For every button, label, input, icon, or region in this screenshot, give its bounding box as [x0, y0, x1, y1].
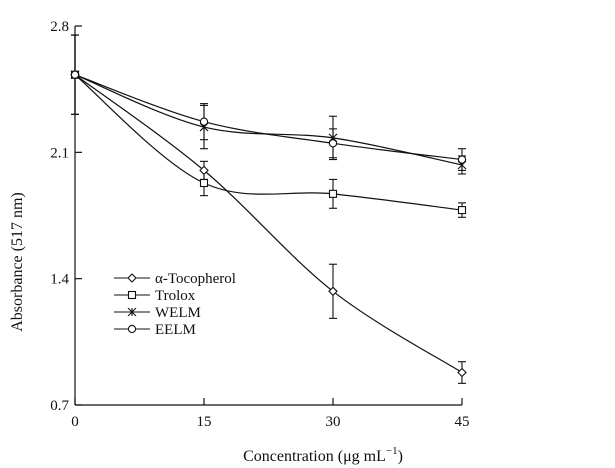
- x-axis-title-close: ): [398, 448, 403, 465]
- legend-label: EELM: [155, 322, 196, 338]
- x-tick-label: 15: [197, 414, 212, 430]
- ticks: 0.7 1.4 2.1 2.8 0 15 30 45: [50, 19, 469, 430]
- data-point-circle: [199, 117, 209, 126]
- series-line-circle: [74, 74, 463, 161]
- data-point-circle: [70, 70, 80, 79]
- data-point-diamond: [457, 367, 467, 378]
- y-tick-label: 1.4: [50, 272, 69, 288]
- data-point-circle: [457, 155, 467, 164]
- legend-label: WELM: [155, 305, 201, 321]
- legend-marker-square: [127, 290, 137, 300]
- y-tick-label: 2.1: [50, 145, 69, 161]
- data-point-circle: [328, 139, 338, 148]
- x-tick-label: 30: [326, 414, 341, 430]
- data-point-square: [328, 189, 338, 198]
- data-point-diamond: [328, 286, 338, 297]
- y-tick-label: 2.8: [50, 19, 69, 35]
- x-tick-label: 0: [71, 414, 79, 430]
- legend-label: Trolox: [155, 288, 196, 304]
- data-point-square: [457, 206, 467, 215]
- legend-label: α-Tocopherol: [155, 271, 236, 287]
- data-point-diamond: [199, 165, 209, 176]
- x-axis-title: Concentration (μg mL−1): [243, 445, 403, 465]
- axes: [74, 26, 462, 406]
- series-line-square: [74, 74, 463, 211]
- series-line-diamond: [74, 74, 463, 374]
- x-tick-label: 45: [455, 414, 470, 430]
- series-line-asterisk: [74, 74, 463, 166]
- series-lines: [74, 74, 463, 374]
- legend-marker-asterisk: [127, 307, 137, 317]
- legend-marker-circle: [127, 324, 137, 334]
- markers: [70, 69, 467, 378]
- x-axis-title-main: Concentration (μg mL: [243, 448, 386, 465]
- y-tick-label: 0.7: [50, 398, 69, 414]
- data-point-square: [199, 178, 209, 188]
- x-axis-title-superscript: −1: [386, 445, 398, 457]
- legend-marker-diamond: [127, 273, 137, 283]
- y-axis-title: Absorbance (517 nm): [9, 192, 26, 332]
